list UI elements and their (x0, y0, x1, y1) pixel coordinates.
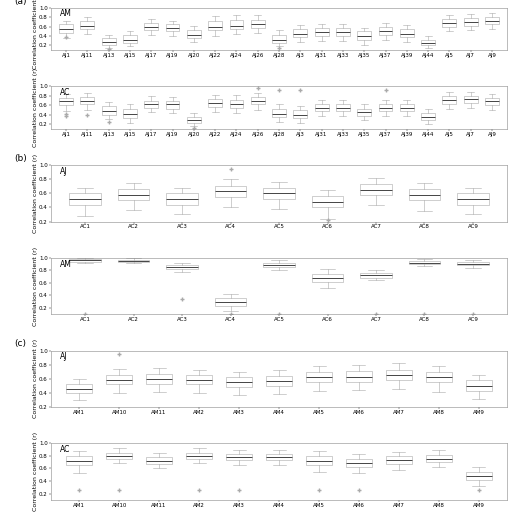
PathPatch shape (336, 104, 350, 111)
PathPatch shape (263, 263, 295, 267)
PathPatch shape (229, 20, 243, 29)
PathPatch shape (378, 104, 392, 111)
PathPatch shape (102, 106, 116, 114)
PathPatch shape (266, 454, 292, 461)
PathPatch shape (360, 273, 392, 278)
PathPatch shape (106, 453, 132, 459)
PathPatch shape (400, 104, 414, 111)
PathPatch shape (187, 117, 201, 123)
PathPatch shape (306, 456, 332, 465)
PathPatch shape (226, 378, 252, 387)
PathPatch shape (70, 259, 101, 262)
PathPatch shape (123, 109, 137, 118)
PathPatch shape (166, 24, 180, 31)
PathPatch shape (442, 19, 456, 26)
PathPatch shape (421, 113, 435, 120)
PathPatch shape (464, 96, 478, 103)
Text: AJ: AJ (60, 167, 68, 176)
PathPatch shape (346, 459, 372, 467)
Text: AC: AC (60, 88, 71, 97)
PathPatch shape (485, 17, 499, 24)
Y-axis label: Correlation coefficient (r): Correlation coefficient (r) (33, 154, 37, 233)
PathPatch shape (118, 189, 150, 200)
PathPatch shape (485, 98, 499, 105)
PathPatch shape (464, 18, 478, 26)
PathPatch shape (263, 188, 295, 199)
PathPatch shape (80, 21, 94, 29)
PathPatch shape (166, 265, 198, 269)
Text: (a): (a) (15, 0, 27, 6)
PathPatch shape (144, 23, 158, 31)
PathPatch shape (166, 193, 198, 205)
Text: AJ: AJ (60, 352, 68, 361)
Text: AC: AC (60, 445, 71, 454)
PathPatch shape (186, 376, 212, 384)
PathPatch shape (146, 374, 172, 384)
PathPatch shape (426, 372, 452, 382)
PathPatch shape (272, 35, 286, 43)
PathPatch shape (409, 261, 440, 264)
PathPatch shape (360, 184, 392, 195)
Text: (b): (b) (15, 154, 28, 163)
PathPatch shape (357, 109, 371, 116)
PathPatch shape (315, 28, 329, 36)
PathPatch shape (266, 376, 292, 386)
PathPatch shape (59, 24, 73, 33)
PathPatch shape (272, 109, 286, 117)
PathPatch shape (312, 274, 343, 282)
PathPatch shape (378, 26, 392, 35)
PathPatch shape (251, 97, 265, 104)
PathPatch shape (293, 29, 307, 37)
PathPatch shape (80, 97, 94, 104)
Y-axis label: Correlation coefficient (r): Correlation coefficient (r) (33, 0, 37, 68)
PathPatch shape (386, 370, 412, 380)
Text: (c): (c) (15, 339, 27, 348)
PathPatch shape (66, 384, 92, 393)
PathPatch shape (293, 110, 307, 119)
PathPatch shape (208, 99, 222, 107)
PathPatch shape (102, 38, 116, 45)
PathPatch shape (386, 456, 412, 464)
PathPatch shape (466, 380, 492, 391)
Text: AM: AM (60, 260, 72, 268)
PathPatch shape (336, 28, 350, 36)
PathPatch shape (409, 189, 440, 200)
PathPatch shape (226, 454, 252, 461)
PathPatch shape (215, 185, 246, 197)
PathPatch shape (457, 193, 488, 205)
PathPatch shape (123, 35, 137, 43)
PathPatch shape (251, 20, 265, 27)
Y-axis label: Correlation coefficient (r): Correlation coefficient (r) (33, 339, 37, 419)
PathPatch shape (166, 100, 180, 109)
PathPatch shape (146, 457, 172, 464)
PathPatch shape (400, 29, 414, 37)
Y-axis label: Correlation coefficient (r): Correlation coefficient (r) (33, 68, 37, 147)
PathPatch shape (457, 262, 488, 265)
PathPatch shape (306, 372, 332, 382)
PathPatch shape (466, 471, 492, 480)
PathPatch shape (208, 21, 222, 31)
PathPatch shape (312, 196, 343, 207)
PathPatch shape (357, 31, 371, 40)
PathPatch shape (346, 371, 372, 382)
PathPatch shape (421, 40, 435, 46)
Y-axis label: Correlation coefficient (r): Correlation coefficient (r) (33, 432, 37, 511)
PathPatch shape (315, 104, 329, 111)
PathPatch shape (215, 298, 246, 306)
PathPatch shape (144, 100, 158, 108)
PathPatch shape (70, 193, 101, 205)
PathPatch shape (186, 453, 212, 459)
PathPatch shape (66, 456, 92, 465)
Text: AM: AM (60, 9, 72, 18)
PathPatch shape (118, 260, 150, 262)
PathPatch shape (442, 96, 456, 104)
Y-axis label: Correlation coefficient (r): Correlation coefficient (r) (33, 247, 37, 326)
PathPatch shape (106, 376, 132, 384)
PathPatch shape (229, 99, 243, 108)
PathPatch shape (426, 455, 452, 462)
PathPatch shape (187, 30, 201, 38)
PathPatch shape (59, 98, 73, 105)
